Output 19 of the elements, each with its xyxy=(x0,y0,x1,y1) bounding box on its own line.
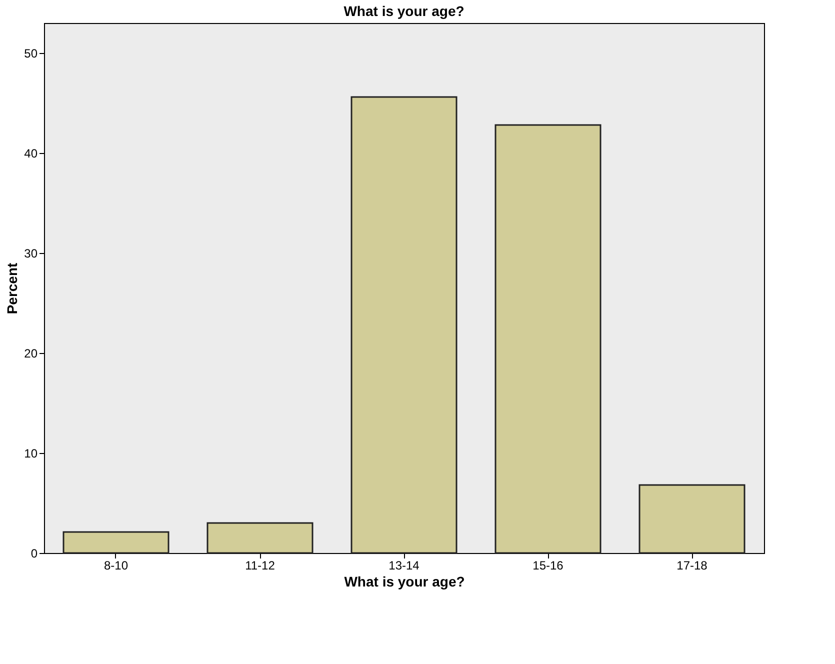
y-tick-label: 0 xyxy=(30,546,38,560)
y-tick-label: 20 xyxy=(24,346,38,360)
bar xyxy=(62,531,170,554)
chart-title: What is your age? xyxy=(344,3,464,19)
x-tick-label: 17-18 xyxy=(676,558,708,572)
bar xyxy=(350,96,458,554)
y-tick-label: 50 xyxy=(24,46,38,60)
y-tick-label: 30 xyxy=(24,246,38,260)
y-tick-label: 10 xyxy=(24,446,38,460)
bar xyxy=(494,124,602,554)
bar xyxy=(206,522,314,554)
y-tick-label: 40 xyxy=(24,146,38,160)
y-axis-title: Percent xyxy=(4,262,20,314)
bar xyxy=(638,484,746,554)
x-tick-label: 13-14 xyxy=(388,558,420,572)
x-axis-title: What is your age? xyxy=(344,574,465,590)
x-tick-label: 8-10 xyxy=(104,558,128,572)
x-tick-label: 11-12 xyxy=(245,558,276,572)
x-tick-label: 15-16 xyxy=(532,558,564,572)
